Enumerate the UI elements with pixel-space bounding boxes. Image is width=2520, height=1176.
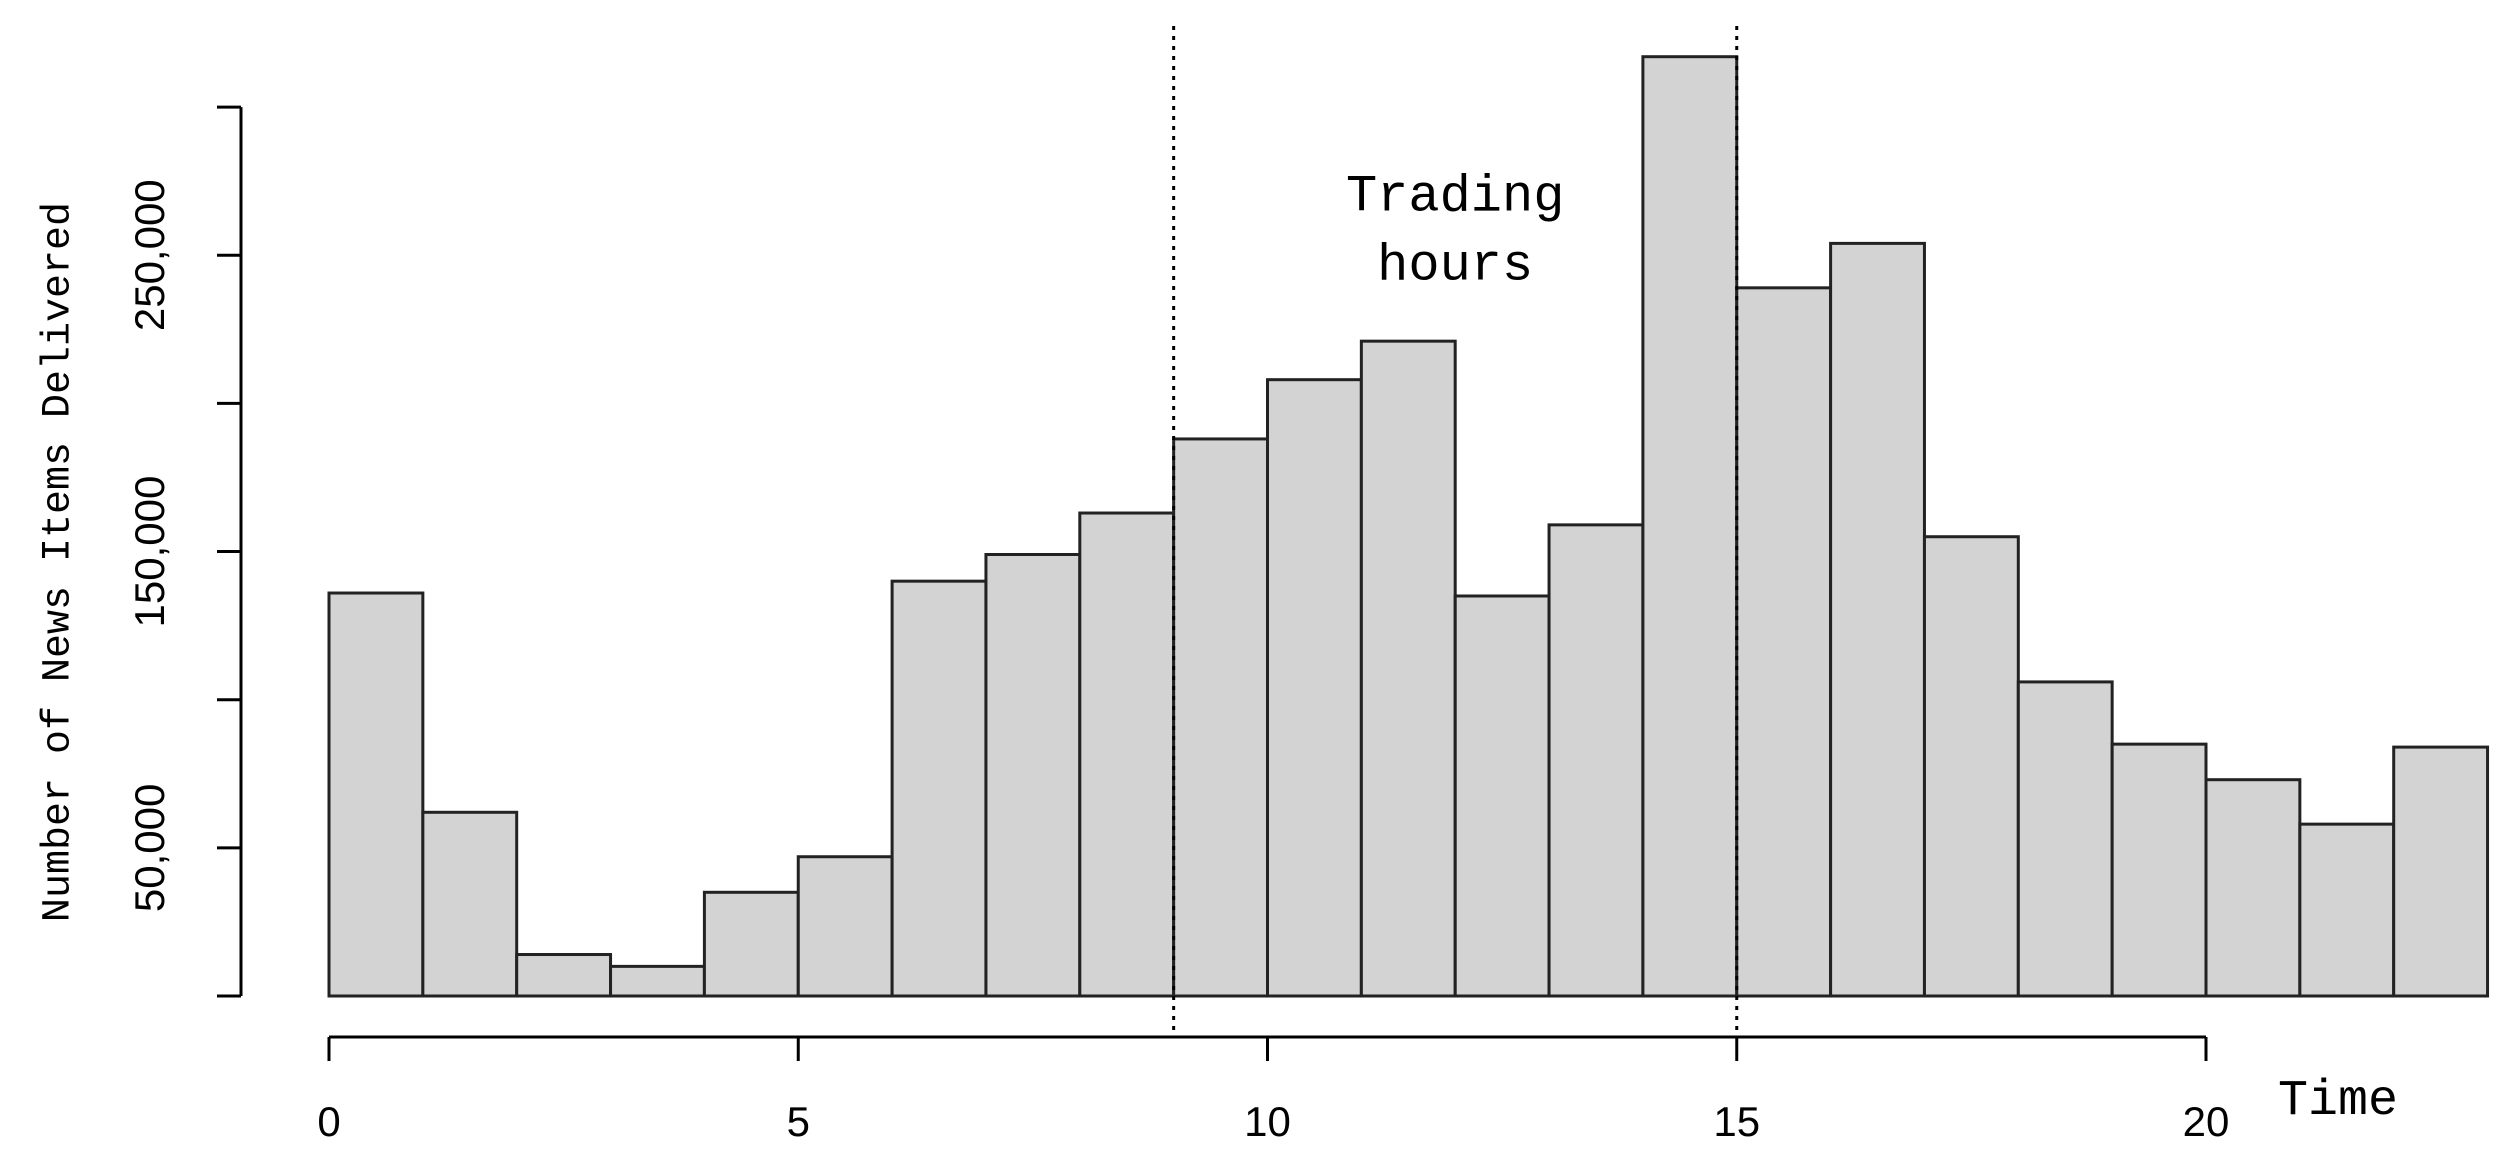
x-tick-label: 15 bbox=[1713, 1098, 1760, 1145]
x-axis-label: Time bbox=[2278, 1073, 2398, 1130]
bar bbox=[984, 553, 1082, 998]
y-tick-label: 250,000 bbox=[126, 179, 173, 331]
y-axis-label: Number of News Items Delivered bbox=[37, 202, 82, 922]
y-tick-label: 150,000 bbox=[126, 476, 173, 628]
annotation: hours bbox=[1377, 237, 1533, 296]
bar bbox=[1266, 378, 1363, 998]
bar bbox=[2204, 778, 2302, 998]
bar bbox=[2392, 745, 2490, 998]
bar bbox=[1829, 241, 1926, 998]
bar bbox=[1922, 535, 2020, 998]
bar bbox=[327, 591, 425, 998]
bar bbox=[1641, 55, 1739, 998]
bar bbox=[890, 579, 988, 998]
bar bbox=[702, 890, 800, 998]
bar bbox=[2298, 822, 2396, 998]
bar bbox=[1172, 437, 1270, 998]
bar bbox=[421, 810, 519, 998]
bar bbox=[1078, 511, 1176, 998]
bar bbox=[1359, 339, 1457, 998]
bar bbox=[609, 964, 706, 998]
x-tick-label: 5 bbox=[787, 1098, 810, 1145]
x-tick-label: 10 bbox=[1244, 1098, 1291, 1145]
bar bbox=[515, 953, 613, 998]
bar bbox=[1453, 594, 1551, 998]
bar bbox=[2110, 742, 2208, 998]
bar bbox=[2016, 680, 2114, 998]
x-tick-label: 20 bbox=[2183, 1098, 2230, 1145]
x-tick-label: 0 bbox=[317, 1098, 340, 1145]
bar bbox=[796, 855, 894, 998]
y-tick-label: 50,000 bbox=[126, 784, 173, 912]
bar bbox=[1735, 286, 1833, 998]
annotation: Trading bbox=[1346, 168, 1564, 227]
bar bbox=[1547, 523, 1645, 998]
